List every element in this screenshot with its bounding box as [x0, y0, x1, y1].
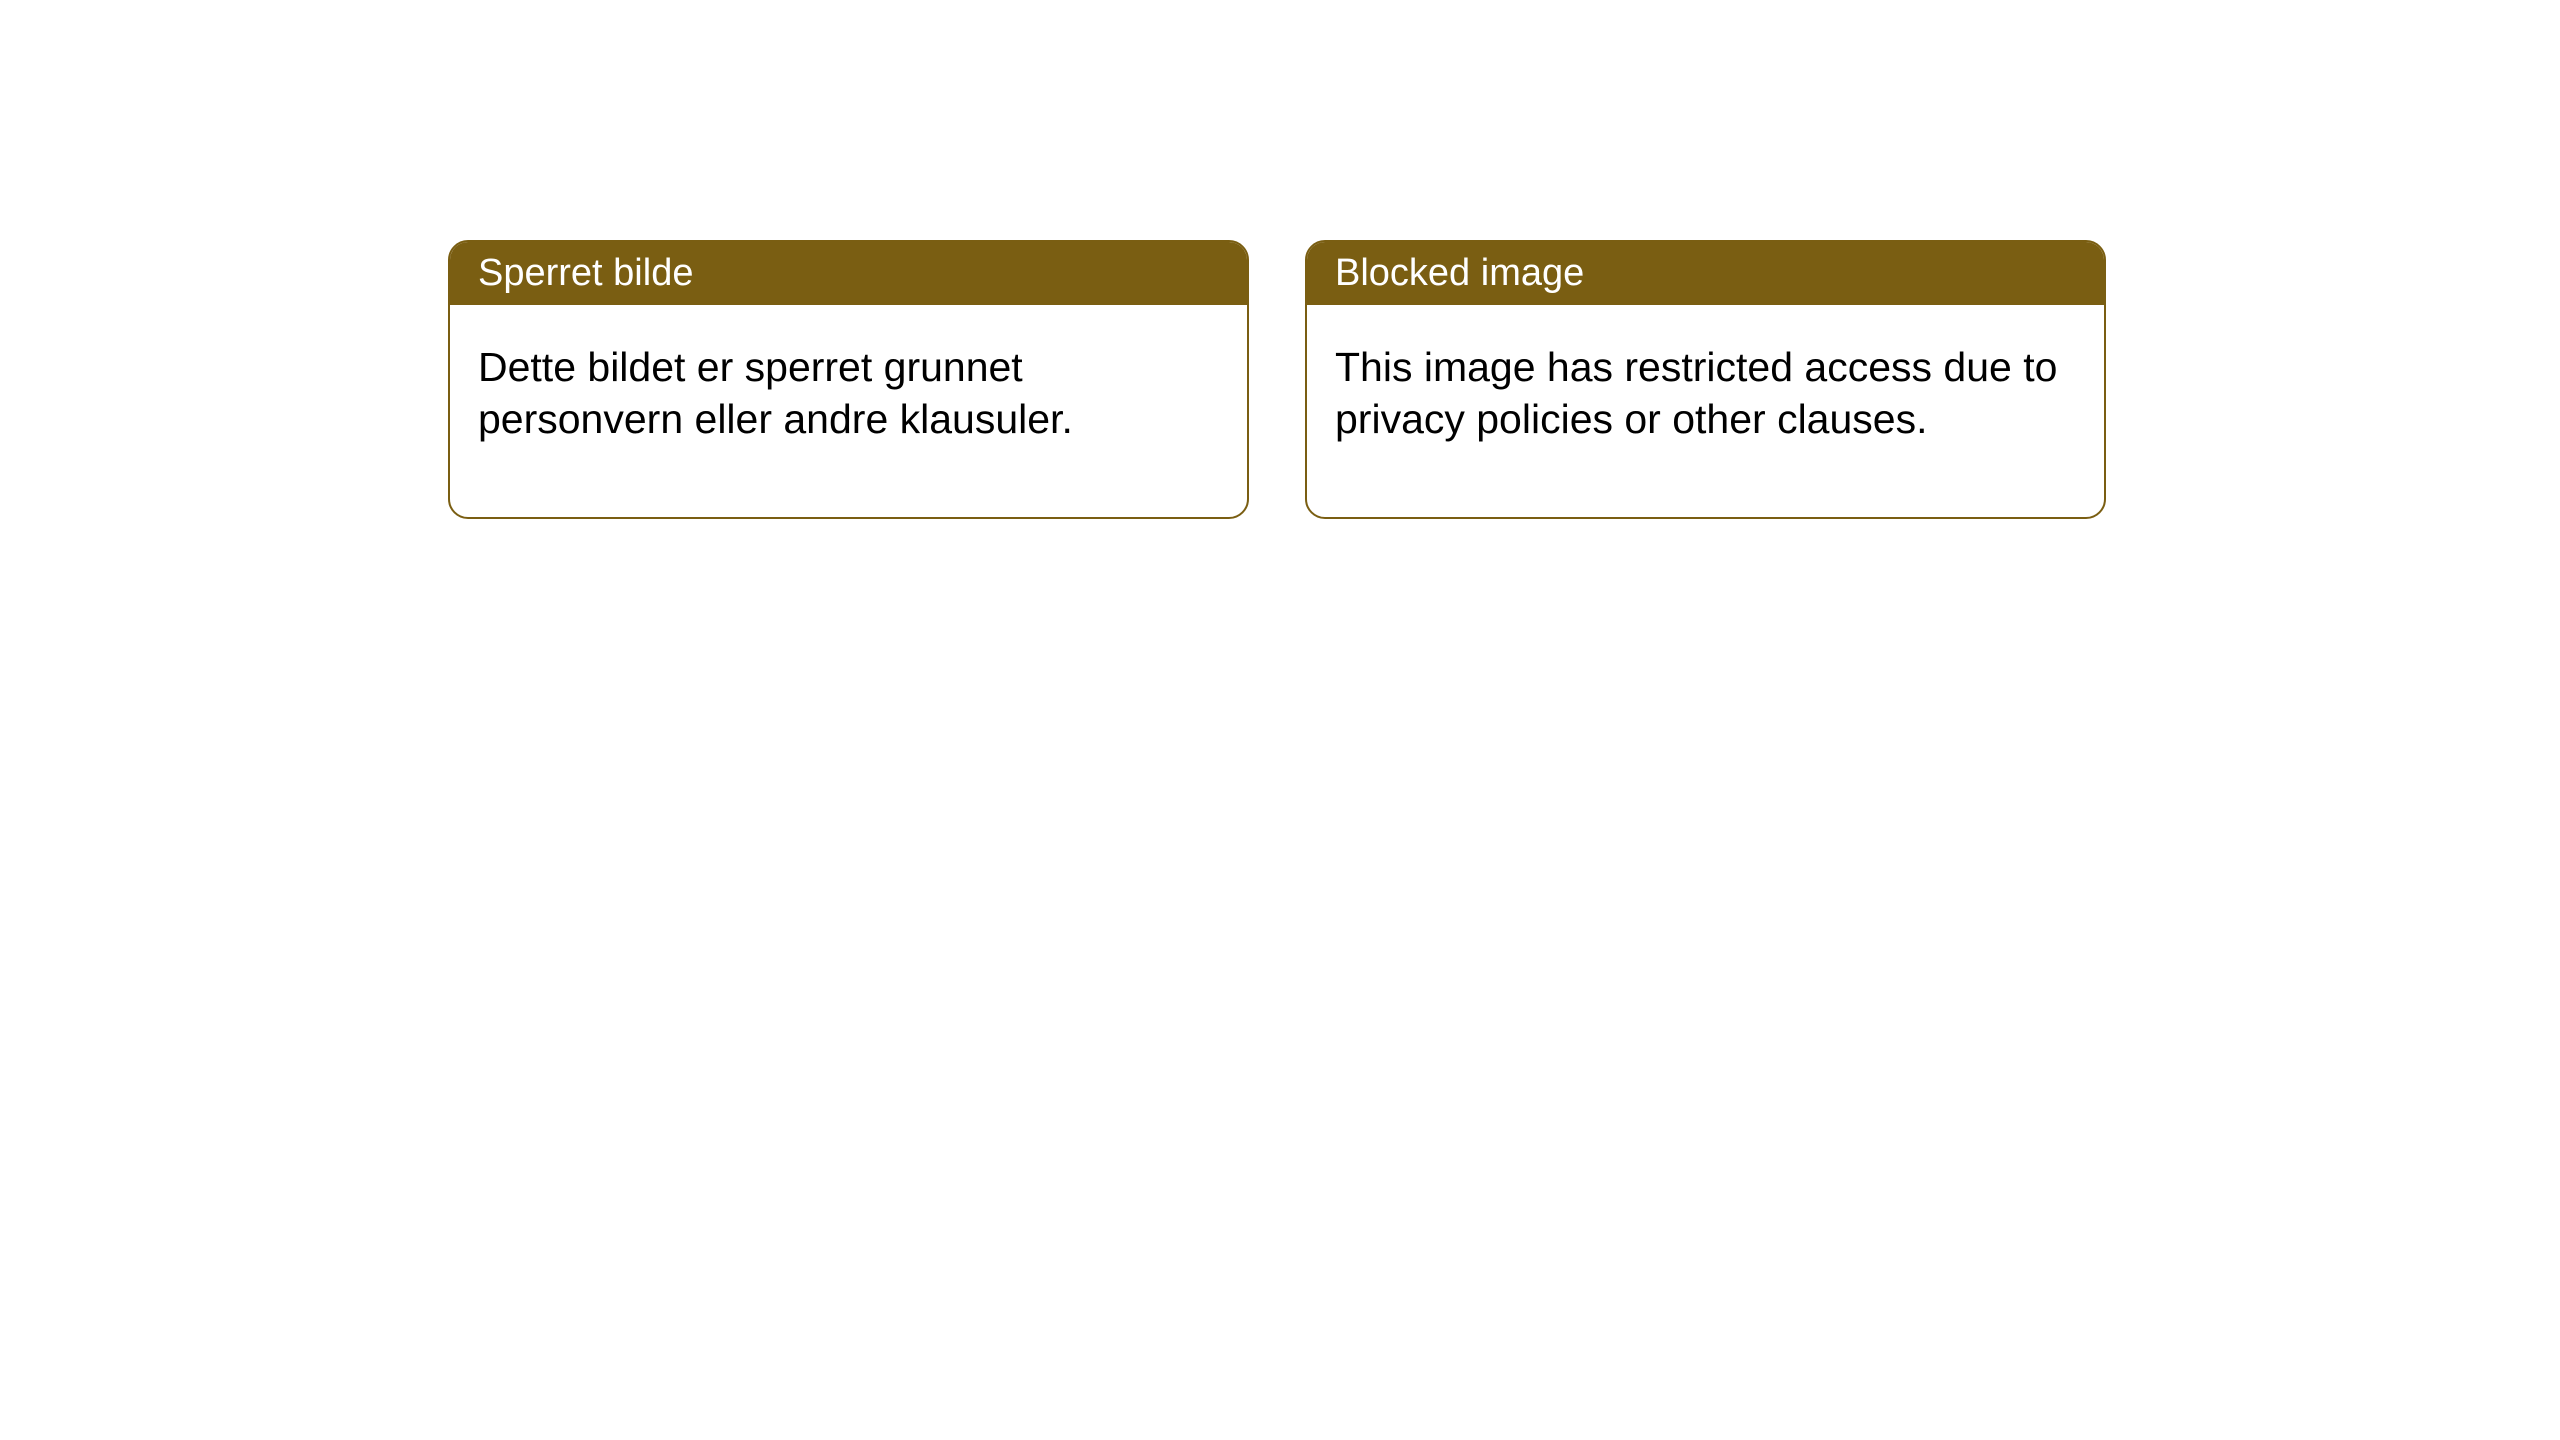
- notice-message: This image has restricted access due to …: [1307, 305, 2104, 517]
- notice-card-english: Blocked image This image has restricted …: [1305, 240, 2106, 519]
- notice-container: Sperret bilde Dette bildet er sperret gr…: [0, 0, 2560, 519]
- notice-card-norwegian: Sperret bilde Dette bildet er sperret gr…: [448, 240, 1249, 519]
- notice-message: Dette bildet er sperret grunnet personve…: [450, 305, 1247, 517]
- notice-title: Blocked image: [1307, 242, 2104, 305]
- notice-title: Sperret bilde: [450, 242, 1247, 305]
